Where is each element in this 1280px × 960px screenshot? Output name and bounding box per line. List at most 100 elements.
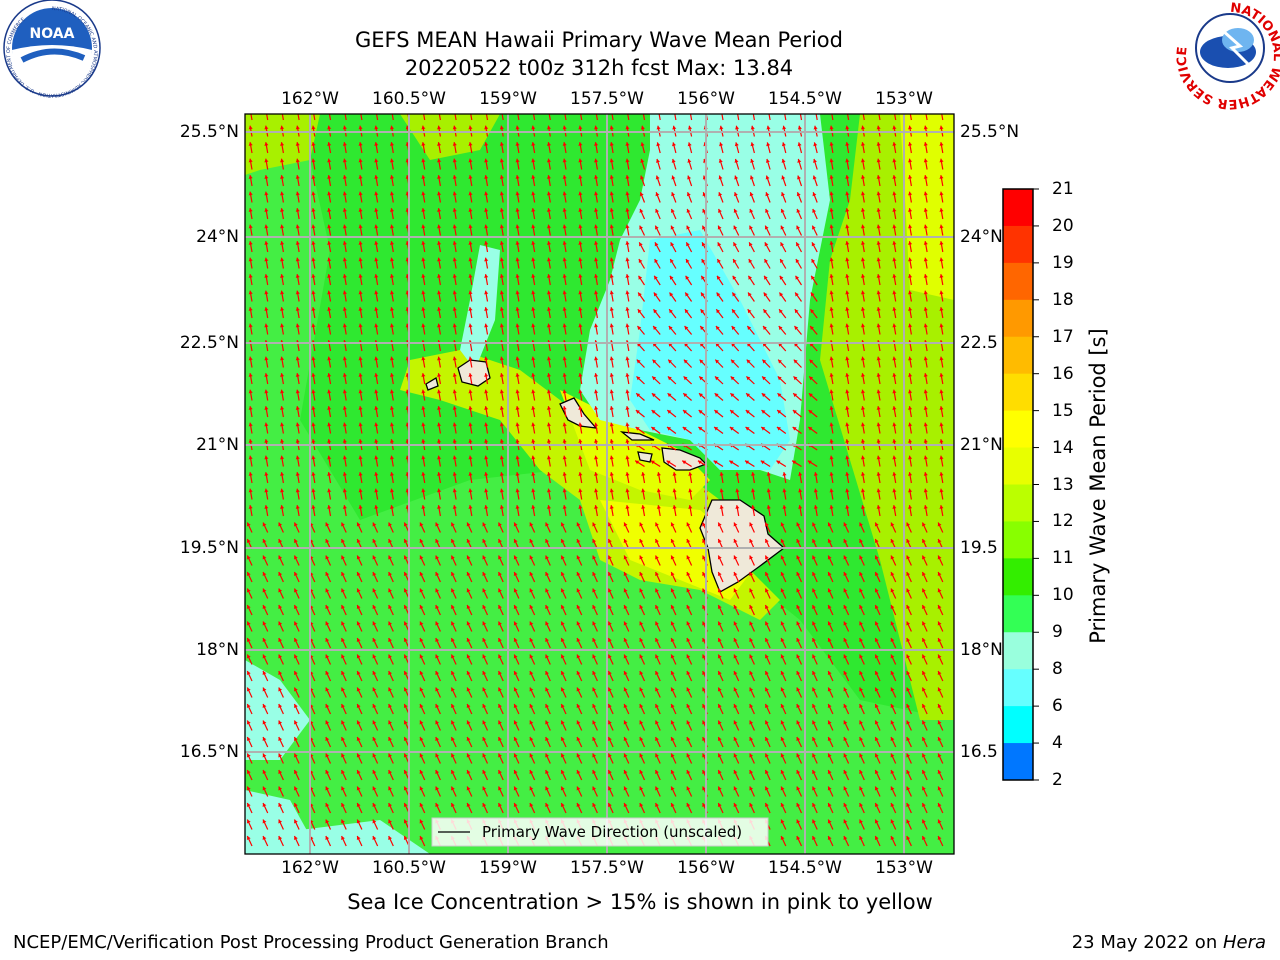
wave-direction-arrow <box>278 736 284 748</box>
wave-direction-arrow <box>906 670 912 682</box>
wave-direction-arrow <box>860 241 866 253</box>
wave-direction-arrow <box>389 191 395 203</box>
wave-direction-arrow <box>670 588 677 599</box>
wave-direction-arrow <box>592 604 598 616</box>
wave-direction-arrow <box>484 356 489 368</box>
wave-direction-arrow <box>421 406 426 418</box>
colorbar-tick-label: 13 <box>1052 474 1074 495</box>
wave-direction-arrow <box>829 472 834 484</box>
wave-direction-arrow <box>499 406 504 418</box>
wave-direction-arrow <box>327 373 332 385</box>
wave-direction-arrow <box>546 455 552 467</box>
wave-direction-arrow <box>829 208 834 220</box>
wave-direction-arrow <box>733 703 740 715</box>
wave-direction-arrow <box>906 654 912 665</box>
wave-direction-arrow <box>499 191 504 203</box>
wave-direction-arrow <box>325 720 332 731</box>
wave-direction-arrow <box>670 703 677 715</box>
wave-direction-arrow <box>560 769 567 781</box>
colorbar-swatch <box>1003 336 1033 375</box>
wave-direction-arrow <box>749 736 755 748</box>
wave-direction-arrow <box>780 522 787 533</box>
wave-direction-arrow <box>498 786 504 797</box>
wave-direction-arrow <box>717 242 724 253</box>
wave-direction-arrow <box>843 753 850 764</box>
wave-direction-arrow <box>860 208 866 220</box>
wave-direction-arrow <box>859 835 865 847</box>
wave-direction-arrow <box>655 637 661 649</box>
wave-direction-arrow <box>607 753 614 764</box>
wave-direction-arrow <box>246 588 253 599</box>
wave-direction-arrow <box>908 505 913 517</box>
wave-direction-arrow <box>750 142 755 154</box>
wave-direction-arrow <box>264 472 269 484</box>
wave-direction-arrow <box>923 290 928 302</box>
wave-direction-arrow <box>813 142 818 154</box>
wave-direction-arrow <box>937 720 944 731</box>
wave-direction-arrow <box>655 687 661 698</box>
wave-direction-arrow <box>860 488 866 500</box>
wave-direction-arrow <box>419 703 426 715</box>
wave-direction-arrow <box>389 406 395 418</box>
wave-direction-arrow <box>829 505 834 517</box>
wave-direction-arrow <box>921 588 928 599</box>
wave-direction-arrow <box>670 786 677 797</box>
wave-direction-arrow <box>546 389 552 401</box>
wave-direction-arrow <box>560 720 567 731</box>
wave-direction-arrow <box>876 208 881 220</box>
wave-direction-arrow <box>843 736 850 748</box>
wave-direction-arrow <box>874 522 881 533</box>
wave-direction-arrow <box>625 290 630 302</box>
wave-direction-arrow <box>796 654 803 665</box>
wave-direction-arrow <box>906 835 912 847</box>
wave-direction-arrow <box>908 290 913 302</box>
wave-direction-arrow <box>576 555 583 566</box>
wave-direction-arrow <box>280 208 285 220</box>
wave-direction-arrow <box>341 786 347 797</box>
wave-direction-arrow <box>262 555 269 566</box>
lat-label-left: 21°N <box>196 435 239 455</box>
wave-direction-arrow <box>798 505 803 517</box>
wave-direction-arrow <box>246 654 253 665</box>
wave-direction-arrow <box>876 191 881 203</box>
wave-direction-arrow <box>782 505 787 517</box>
wave-direction-arrow <box>939 290 944 302</box>
wave-direction-arrow <box>639 522 646 533</box>
wave-direction-arrow <box>829 274 834 286</box>
wave-direction-arrow <box>499 158 504 170</box>
wave-direction-arrow <box>594 191 599 203</box>
wave-direction-arrow <box>874 654 881 665</box>
wave-direction-arrow <box>468 389 473 401</box>
wave-direction-arrow <box>625 191 630 203</box>
wave-direction-arrow <box>779 275 787 286</box>
wave-direction-arrow <box>794 308 802 319</box>
wave-direction-arrow <box>890 819 897 830</box>
wave-direction-arrow <box>923 307 928 319</box>
wave-direction-arrow <box>733 225 740 236</box>
colorbar-swatch <box>1003 484 1033 522</box>
wave-direction-arrow <box>860 158 866 170</box>
wave-direction-arrow <box>780 819 787 830</box>
wave-direction-arrow <box>845 323 850 335</box>
wave-direction-arrow <box>466 670 473 682</box>
wave-direction-arrow <box>499 373 504 385</box>
wave-direction-arrow <box>609 373 614 385</box>
wave-direction-arrow <box>684 325 693 335</box>
wave-direction-arrow <box>859 753 865 764</box>
wave-direction-arrow <box>682 409 692 418</box>
wave-direction-arrow <box>845 142 850 154</box>
wave-direction-arrow <box>653 308 661 319</box>
wave-direction-arrow <box>635 392 645 401</box>
wave-direction-arrow <box>435 687 441 698</box>
wave-direction-arrow <box>295 241 300 253</box>
wave-direction-arrow <box>638 275 646 286</box>
wave-direction-arrow <box>435 720 441 731</box>
wave-direction-arrow <box>389 257 395 269</box>
wave-direction-arrow <box>562 488 567 500</box>
wave-direction-arrow <box>592 571 598 583</box>
wave-direction-arrow <box>531 142 536 154</box>
wave-direction-arrow <box>796 753 803 764</box>
wave-direction-arrow <box>280 241 285 253</box>
wave-direction-arrow <box>484 472 489 484</box>
wave-direction-arrow <box>609 224 614 236</box>
